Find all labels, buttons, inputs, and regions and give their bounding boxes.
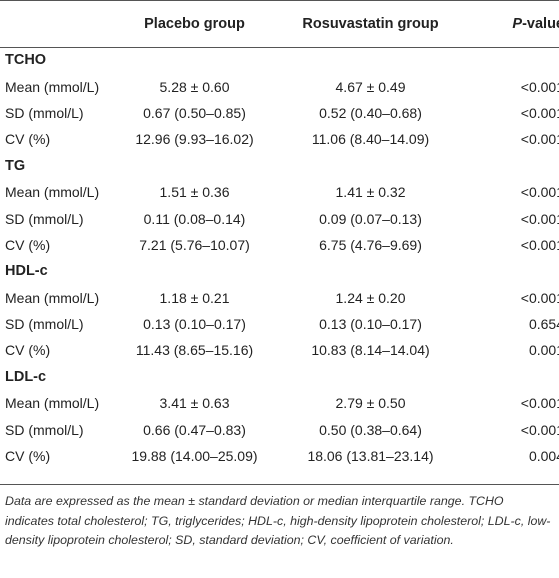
- section-title: TCHO: [5, 52, 47, 69]
- rosuvastatin-value: 0.13 (0.10–0.17): [319, 316, 422, 333]
- row-label: Mean (mmol/L): [5, 289, 100, 306]
- row-label: CV (%): [5, 131, 51, 148]
- placebo-value: 0.13 (0.10–0.17): [143, 316, 246, 333]
- p-value: <0.001: [520, 210, 559, 227]
- header-row: Placebo group Rosuvastatin group P-value: [0, 1, 559, 47]
- p-value: 0.001: [528, 342, 559, 359]
- table-row: SD (mmol/L) 0.67 (0.50–0.85) 0.52 (0.40–0.…: [0, 100, 559, 126]
- row-label: SD (mmol/L): [5, 316, 84, 333]
- rosuvastatin-value: 1.24 ± 0.20: [335, 289, 406, 306]
- placebo-value: 3.41 ± 0.63: [159, 395, 230, 412]
- header-rule: [0, 47, 559, 48]
- table-footnote: Data are expressed as the mean ± standar…: [5, 494, 551, 547]
- table-body: TCHO Mean (mmol/L) 5.28 ± 0.60 4.67 ± 0.49 <…: [0, 47, 559, 469]
- table-row: SD (mmol/L) 0.13 (0.10–0.17) 0.13 (0.10–0.…: [0, 311, 559, 337]
- rosuvastatin-value: 0.50 (0.38–0.64): [319, 421, 422, 438]
- section-row: TG: [0, 153, 559, 179]
- placebo-value: 12.96 (9.93–16.02): [135, 131, 254, 148]
- rosuvastatin-value: 6.75 (4.76–9.69): [319, 236, 422, 253]
- table-row: Mean (mmol/L) 5.28 ± 0.60 4.67 ± 0.49 <0.00…: [0, 73, 559, 99]
- p-value: <0.001: [520, 236, 559, 253]
- placebo-value: 0.11 (0.08–0.14): [143, 210, 246, 227]
- p-value: 0.654: [528, 316, 559, 333]
- placebo-value: 0.66 (0.47–0.83): [143, 421, 246, 438]
- table-row: CV (%) 7.21 (5.76–10.07) 6.75 (4.76–9.69) <…: [0, 232, 559, 258]
- table-row: CV (%) 11.43 (8.65–15.16) 10.83 (8.14–14.0…: [0, 337, 559, 363]
- placebo-value: 1.18 ± 0.21: [159, 289, 230, 306]
- section-title: TG: [5, 157, 26, 174]
- row-label: SD (mmol/L): [5, 210, 84, 227]
- section-title: HDL-c: [5, 263, 48, 280]
- bottom-rule: [0, 484, 559, 485]
- rosuvastatin-value: 4.67 ± 0.49: [335, 78, 406, 95]
- row-label: Mean (mmol/L): [5, 184, 100, 201]
- rosuvastatin-value: 0.52 (0.40–0.68): [319, 104, 422, 121]
- p-value: 0.004: [528, 448, 559, 465]
- row-label: SD (mmol/L): [5, 421, 84, 438]
- rosuvastatin-value: 18.06 (13.81–23.14): [307, 448, 434, 465]
- header-blank: [0, 1, 115, 47]
- header-p-value: P-value: [467, 1, 559, 47]
- header-p-letter: P: [512, 16, 523, 32]
- top-rule: [0, 0, 559, 1]
- placebo-value: 11.43 (8.65–15.16): [135, 342, 254, 359]
- rosuvastatin-value: 2.79 ± 0.50: [335, 395, 406, 412]
- p-value: <0.001: [520, 421, 559, 438]
- table-row: SD (mmol/L) 0.11 (0.08–0.14) 0.09 (0.07–0.…: [0, 205, 559, 231]
- placebo-value: 19.88 (14.00–25.09): [131, 448, 258, 465]
- header-rosuvastatin: Rosuvastatin group: [302, 16, 439, 32]
- p-value: <0.001: [520, 78, 559, 95]
- row-label: CV (%): [5, 448, 51, 465]
- p-value: <0.001: [520, 395, 559, 412]
- table-row: SD (mmol/L) 0.66 (0.47–0.83) 0.50 (0.38–0.…: [0, 416, 559, 442]
- placebo-value: 5.28 ± 0.60: [159, 78, 230, 95]
- row-label: Mean (mmol/L): [5, 78, 100, 95]
- rosuvastatin-value: 11.06 (8.40–14.09): [311, 131, 430, 148]
- p-value: <0.001: [520, 131, 559, 148]
- table-row: CV (%) 12.96 (9.93–16.02) 11.06 (8.40–14.0…: [0, 126, 559, 152]
- p-value: <0.001: [520, 289, 559, 306]
- header-placebo: Placebo group: [144, 16, 245, 32]
- rosuvastatin-value: 10.83 (8.14–14.04): [311, 342, 430, 359]
- rosuvastatin-value: 0.09 (0.07–0.13): [319, 210, 422, 227]
- table-row: Mean (mmol/L) 1.51 ± 0.36 1.41 ± 0.32 <0.00…: [0, 179, 559, 205]
- placebo-value: 1.51 ± 0.36: [159, 184, 230, 201]
- table-row: Mean (mmol/L) 3.41 ± 0.63 2.79 ± 0.50 <0.00…: [0, 390, 559, 416]
- header-p-suffix: -value: [522, 16, 559, 32]
- section-row: HDL-c: [0, 258, 559, 284]
- results-table: Placebo group Rosuvastatin group P-value…: [0, 1, 559, 469]
- placebo-value: 0.67 (0.50–0.85): [143, 104, 246, 121]
- row-label: SD (mmol/L): [5, 104, 84, 121]
- row-label: CV (%): [5, 342, 51, 359]
- row-label: Mean (mmol/L): [5, 395, 100, 412]
- p-value: <0.001: [520, 184, 559, 201]
- row-label: CV (%): [5, 236, 51, 253]
- section-row: LDL-c: [0, 364, 559, 390]
- p-value: <0.001: [520, 104, 559, 121]
- table-row: Mean (mmol/L) 1.18 ± 0.21 1.24 ± 0.20 <0.00…: [0, 285, 559, 311]
- section-title: LDL-c: [5, 368, 47, 385]
- placebo-value: 7.21 (5.76–10.07): [139, 236, 250, 253]
- table-row: CV (%) 19.88 (14.00–25.09) 18.06 (13.81–23…: [0, 443, 559, 469]
- rosuvastatin-value: 1.41 ± 0.32: [335, 184, 406, 201]
- section-row: TCHO: [0, 47, 559, 73]
